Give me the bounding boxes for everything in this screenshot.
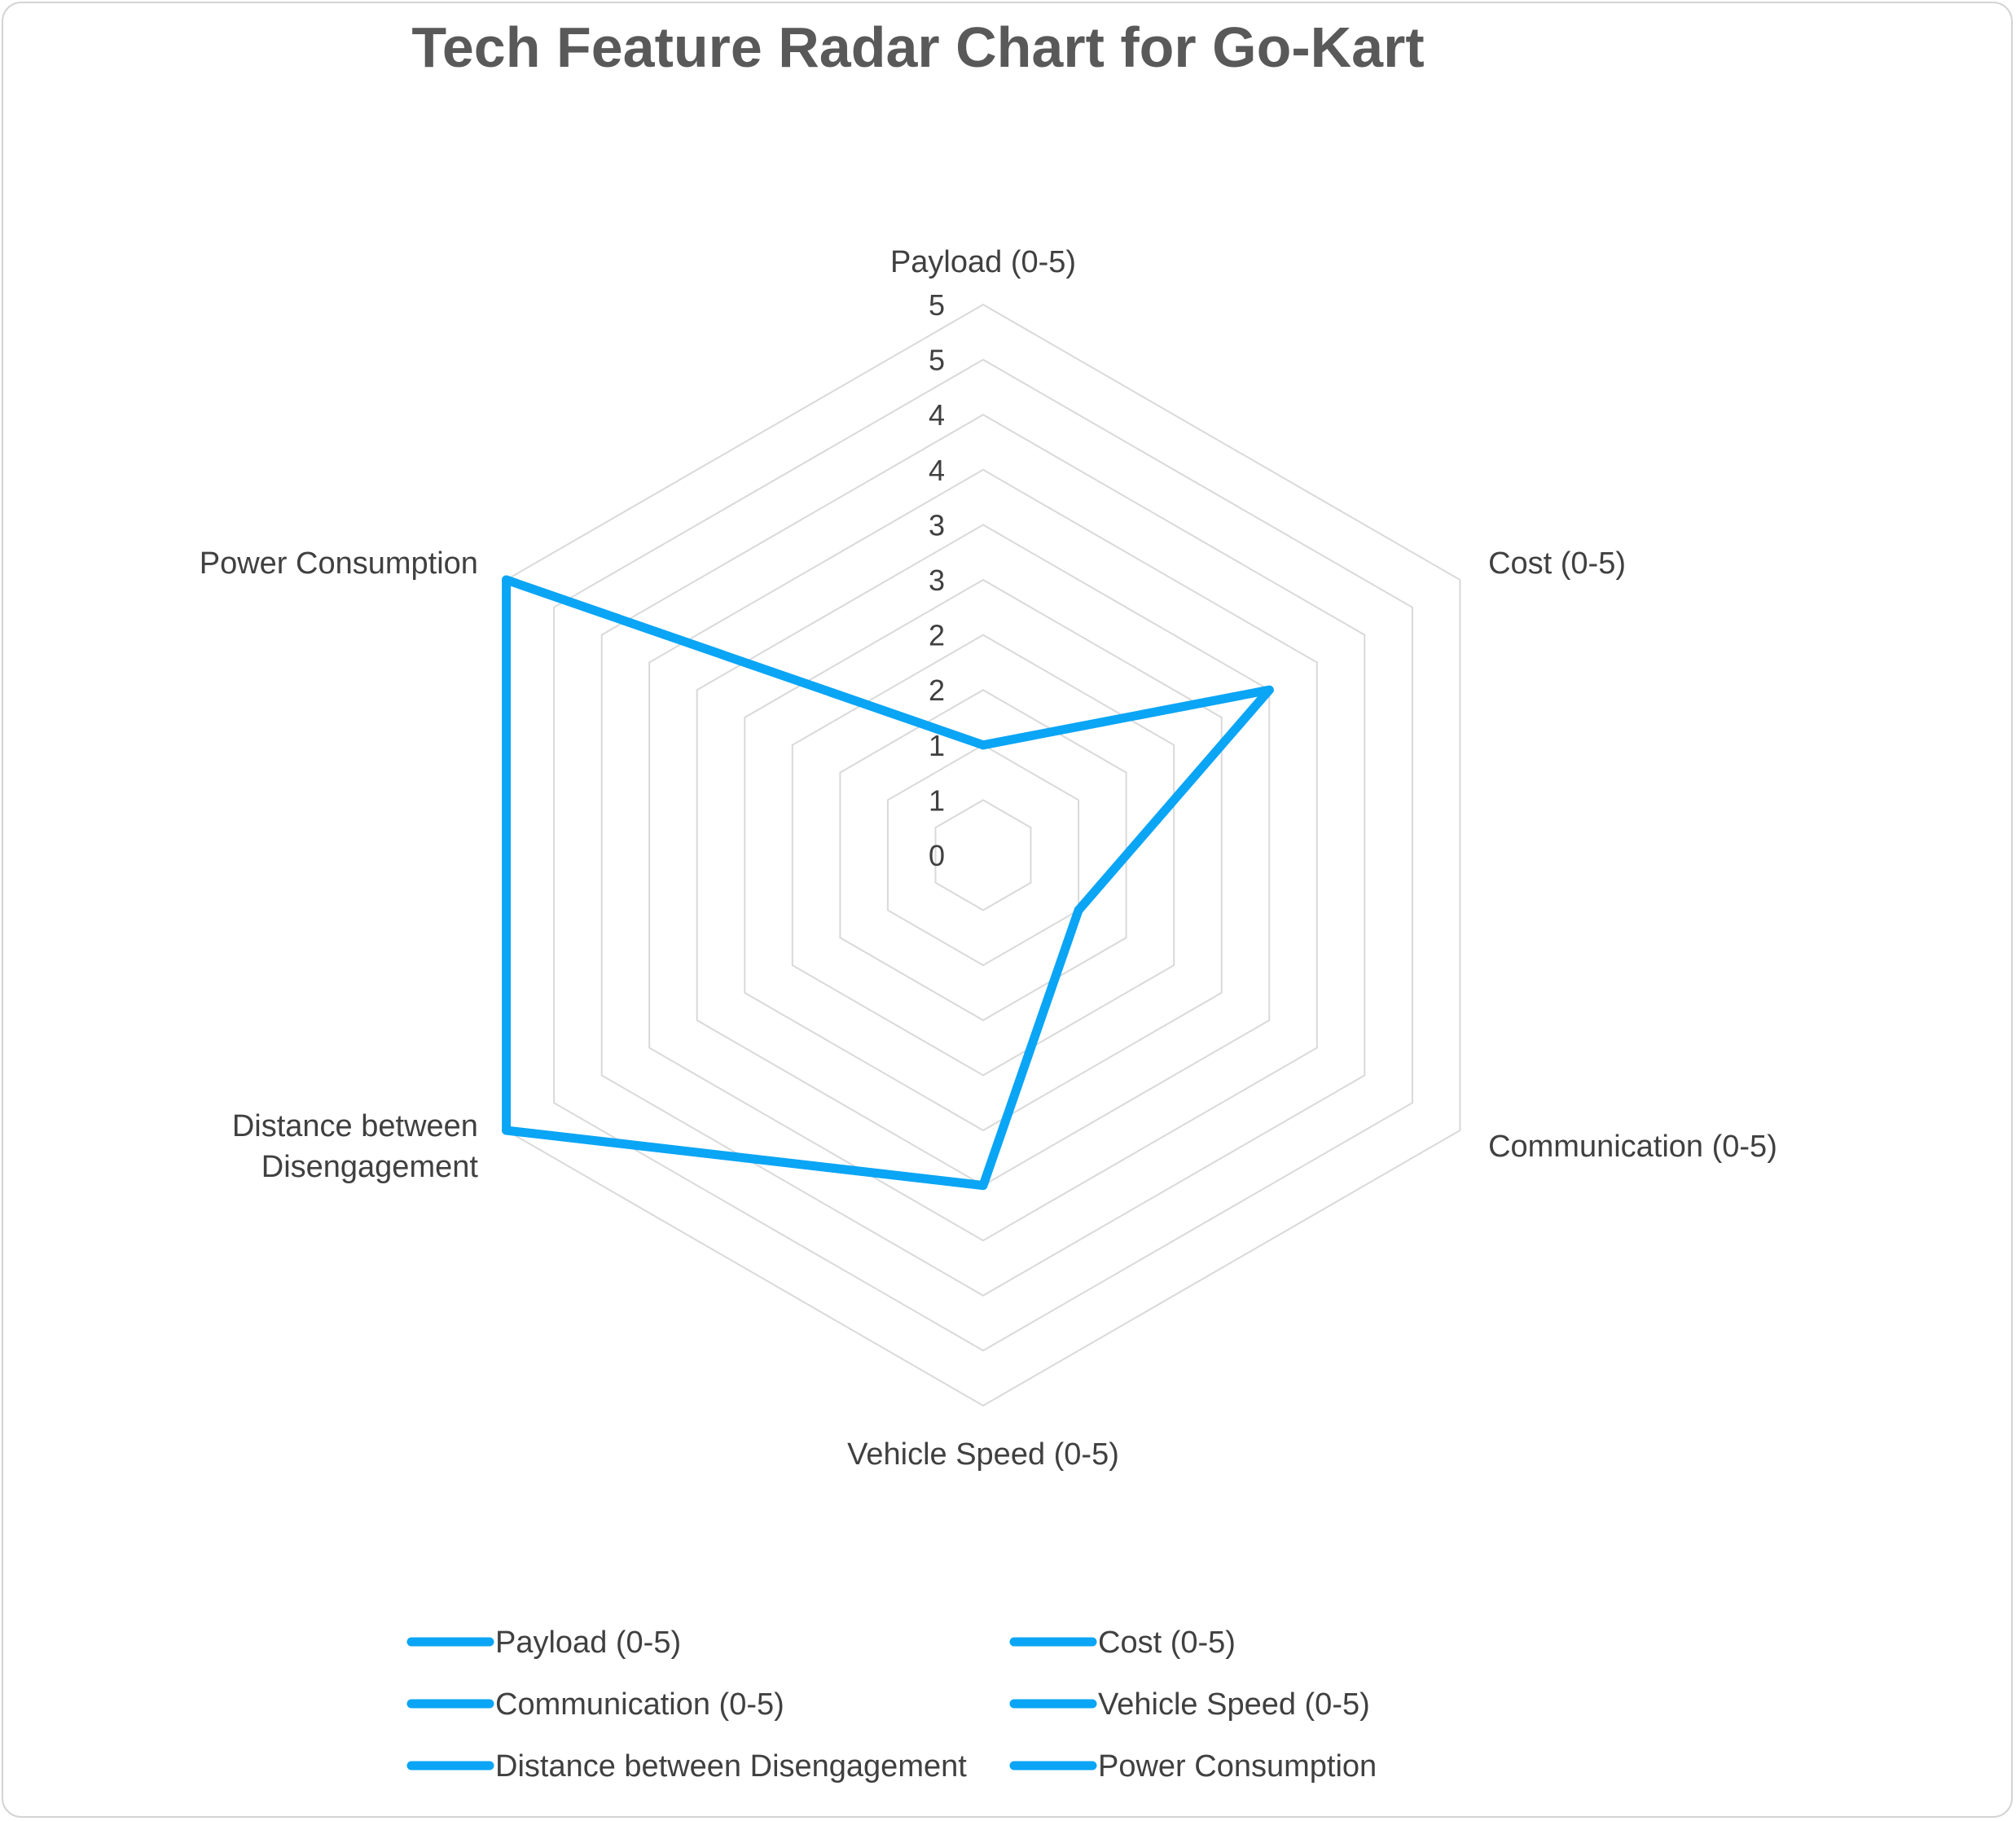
category-label-1: Cost (0-5) [1488,546,1626,581]
category-labels: Payload (0-5) Cost (0-5) Communication (0-… [200,245,1777,1472]
data-point-0 [978,740,988,750]
category-label-line: Power Consumption [200,546,478,581]
legend-entry-2: Communication (0-5) [406,1687,784,1722]
category-label-line: Cost (0-5) [1488,546,1626,581]
data-point-5 [502,575,512,585]
radial-tick-labels: 0 1 1 2 2 3 3 4 4 5 5 [929,288,945,872]
tick-label-7: 4 [929,454,945,487]
legend-label: Vehicle Speed (0-5) [1098,1687,1370,1722]
category-label-3: Vehicle Speed (0-5) [847,1437,1119,1472]
legend-label: Cost (0-5) [1098,1626,1236,1660]
grid-ring-7 [648,468,1318,1242]
data-point-1 [1264,685,1274,695]
tick-label-8: 4 [929,398,945,432]
tick-label-2: 1 [929,729,945,762]
category-label-5: Power Consumption [200,546,478,581]
data-point-3 [978,1181,988,1191]
grid-ring-6 [696,524,1271,1187]
legend-entry-1: Cost (0-5) [1009,1626,1236,1660]
legend-label: Distance between Disengagement [495,1749,967,1784]
category-label-2: Communication (0-5) [1488,1130,1777,1164]
series-layer [502,575,1274,1191]
category-label-line: Vehicle Speed (0-5) [847,1437,1119,1472]
tick-label-4: 2 [929,619,945,652]
category-label-line: Disengagement [261,1150,479,1184]
category-label-0: Payload (0-5) [890,245,1076,279]
legend-entry-0: Payload (0-5) [406,1626,681,1660]
tick-label-3: 2 [929,674,945,707]
legend: Payload (0-5) Cost (0-5) Communication (0-… [406,1626,1377,1784]
grid-ring-4 [791,634,1175,1077]
category-label-line: Communication (0-5) [1488,1130,1777,1164]
category-label-line: Distance between [232,1109,478,1143]
radar-grid [505,303,1461,1407]
tick-label-9: 5 [929,344,945,377]
legend-entry-5: Power Consumption [1009,1749,1377,1784]
legend-label: Payload (0-5) [495,1626,681,1660]
tick-label-6: 3 [929,508,945,542]
chart-title: Tech Feature Radar Chart for Go-Kart [411,15,1424,79]
tick-label-5: 3 [929,564,945,597]
tick-label-0: 0 [929,839,945,872]
grid-ring-8 [600,414,1366,1297]
data-point-2 [1074,906,1083,915]
category-label-4: Distance between Disengagement [232,1109,479,1184]
grid-ring-9 [553,358,1413,1352]
grid-ring-2 [886,744,1080,967]
legend-label: Power Consumption [1098,1749,1377,1784]
tick-label-1: 1 [929,783,945,817]
grid-ring-3 [839,689,1127,1021]
category-label-line: Payload (0-5) [890,245,1076,279]
tick-label-10: 5 [929,288,945,322]
legend-label: Communication (0-5) [495,1687,784,1722]
data-point-4 [502,1126,512,1135]
grid-ring-1 [934,799,1032,911]
legend-entry-3: Vehicle Speed (0-5) [1009,1687,1370,1722]
grid-ring-5 [744,578,1223,1132]
legend-entry-4: Distance between Disengagement [406,1749,967,1784]
